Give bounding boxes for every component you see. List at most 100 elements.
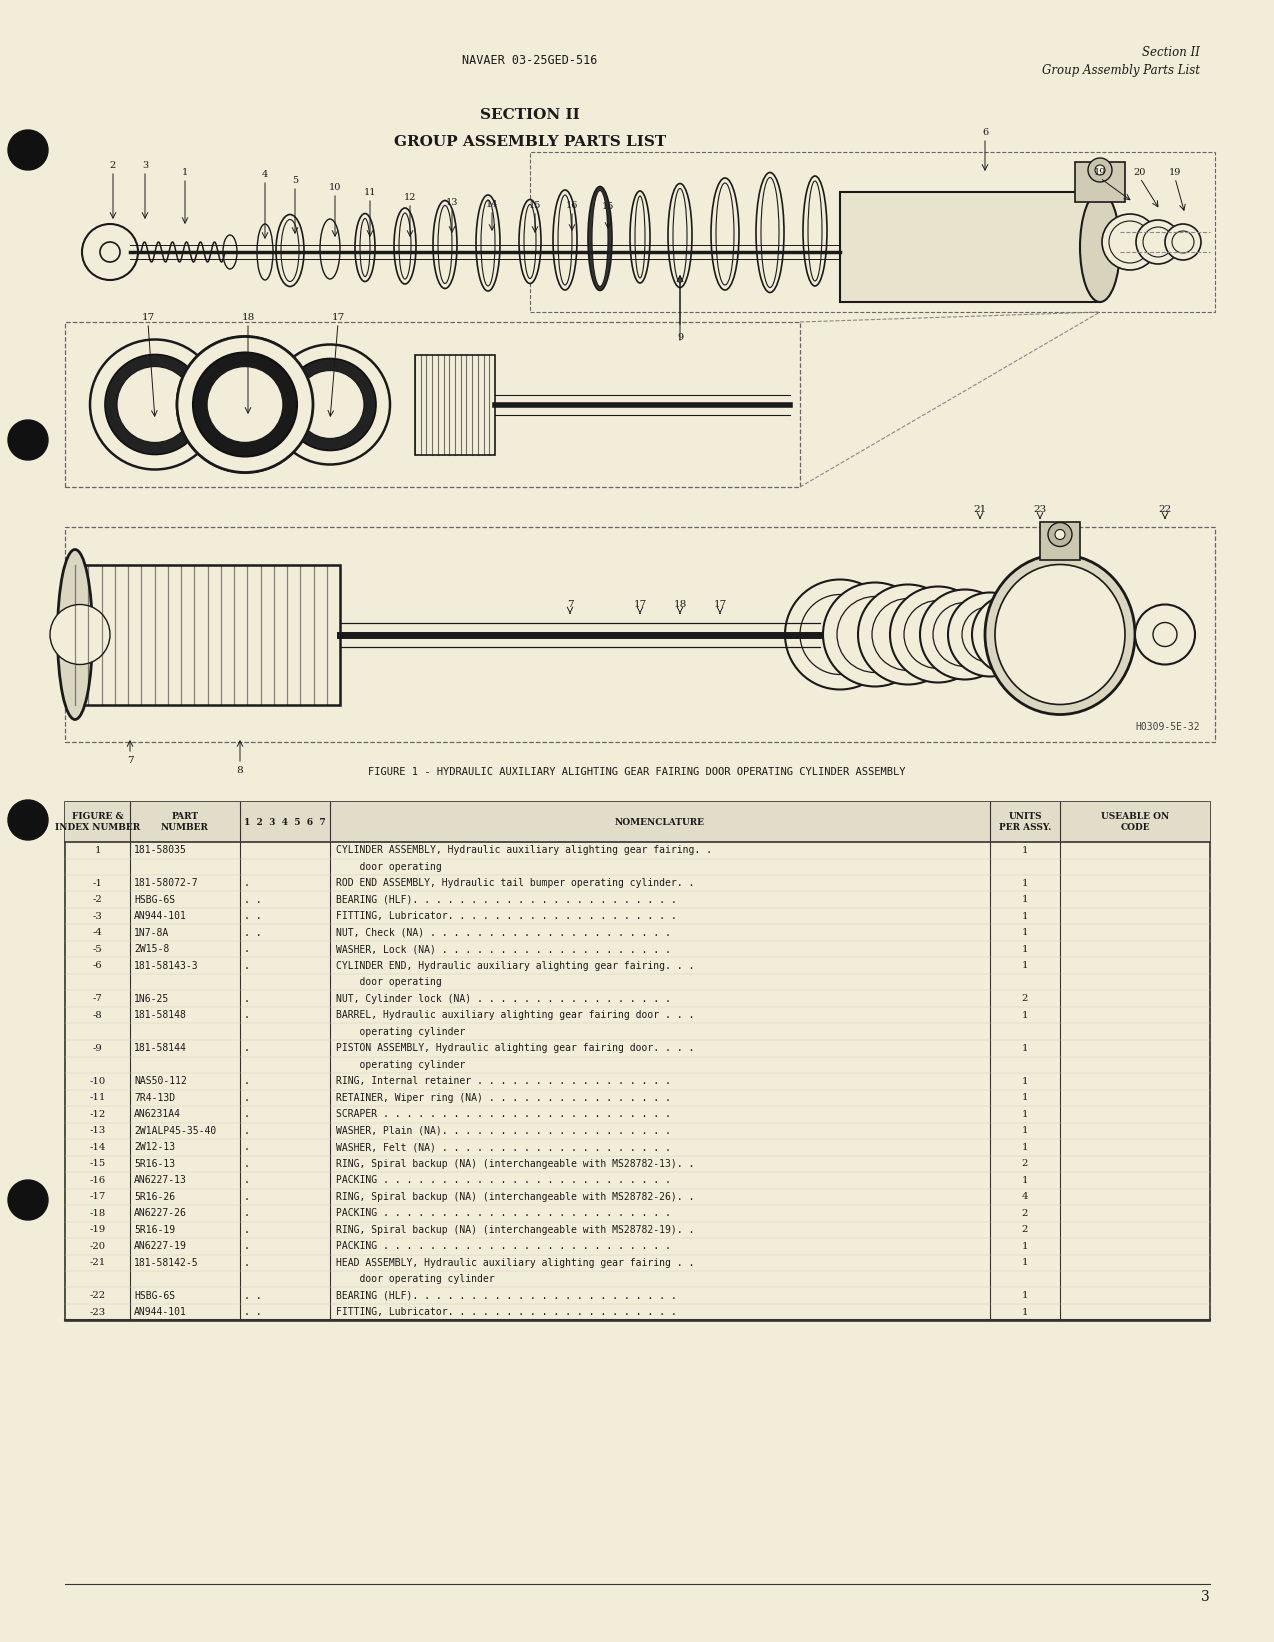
Text: 20: 20 (1134, 167, 1147, 176)
Text: WASHER, Plain (NA). . . . . . . . . . . . . . . . . . . .: WASHER, Plain (NA). . . . . . . . . . . … (336, 1126, 671, 1136)
Text: 1: 1 (1022, 1110, 1028, 1118)
Text: -3: -3 (93, 911, 102, 921)
Text: FITTING, Lubricator. . . . . . . . . . . . . . . . . . . .: FITTING, Lubricator. . . . . . . . . . .… (336, 1307, 676, 1317)
Circle shape (1136, 220, 1180, 264)
Text: operating cylinder: operating cylinder (336, 1059, 465, 1069)
Circle shape (871, 598, 944, 670)
Text: . .: . . (245, 911, 261, 921)
Bar (65, 801, 1210, 1320)
Text: WASHER, Felt (NA) . . . . . . . . . . . . . . . . . . . .: WASHER, Felt (NA) . . . . . . . . . . . … (336, 1143, 671, 1153)
Text: HEAD ASSEMBLY, Hydraulic auxiliary alighting gear fairing . .: HEAD ASSEMBLY, Hydraulic auxiliary aligh… (336, 1258, 694, 1268)
Text: .: . (245, 961, 250, 970)
Circle shape (177, 337, 313, 473)
Text: PACKING . . . . . . . . . . . . . . . . . . . . . . . . .: PACKING . . . . . . . . . . . . . . . . … (336, 1176, 671, 1186)
Text: -17: -17 (89, 1192, 106, 1202)
Text: 1N6-25: 1N6-25 (134, 993, 169, 1003)
Ellipse shape (711, 177, 739, 291)
Ellipse shape (808, 181, 822, 281)
Ellipse shape (438, 205, 452, 284)
Text: PACKING . . . . . . . . . . . . . . . . . . . . . . . . .: PACKING . . . . . . . . . . . . . . . . … (336, 1241, 671, 1251)
Circle shape (1164, 223, 1201, 259)
Circle shape (857, 585, 958, 685)
Text: . .: . . (245, 1291, 261, 1300)
Bar (65, 527, 1215, 742)
Text: UNITS
PER ASSY.: UNITS PER ASSY. (999, 813, 1051, 832)
Text: AN944-101: AN944-101 (134, 1307, 187, 1317)
Text: Group Assembly Parts List: Group Assembly Parts List (1042, 64, 1200, 77)
Text: 7: 7 (126, 755, 134, 765)
Text: .: . (245, 1126, 250, 1136)
Ellipse shape (276, 215, 304, 286)
Text: -15: -15 (89, 1159, 106, 1167)
Text: RING, Spiral backup (NA) (interchangeable with MS28782-13). .: RING, Spiral backup (NA) (interchangeabl… (336, 1159, 694, 1169)
Ellipse shape (761, 177, 778, 287)
Text: AN944-101: AN944-101 (134, 911, 187, 921)
Text: 1: 1 (1022, 1176, 1028, 1186)
Circle shape (1094, 164, 1105, 176)
Text: .: . (245, 944, 250, 954)
Text: -12: -12 (89, 1110, 106, 1118)
Circle shape (99, 241, 120, 263)
Circle shape (905, 601, 972, 668)
Text: 2: 2 (1022, 1225, 1028, 1235)
Circle shape (270, 345, 390, 465)
Text: 181-58148: 181-58148 (134, 1010, 187, 1020)
Text: RETAINER, Wiper ring (NA) . . . . . . . . . . . . . . . .: RETAINER, Wiper ring (NA) . . . . . . . … (336, 1092, 671, 1103)
Text: .: . (245, 1159, 250, 1169)
Ellipse shape (589, 187, 612, 291)
Text: NAVAER 03-25GED-516: NAVAER 03-25GED-516 (462, 54, 598, 66)
Text: RING, Spiral backup (NA) (interchangeable with MS28782-19). .: RING, Spiral backup (NA) (interchangeabl… (336, 1225, 694, 1235)
Text: Section II: Section II (1142, 46, 1200, 59)
Ellipse shape (592, 190, 608, 286)
Text: 1: 1 (1022, 1126, 1028, 1135)
Text: 5: 5 (292, 176, 298, 184)
Text: door operating: door operating (336, 862, 442, 872)
Text: -23: -23 (89, 1307, 106, 1317)
Text: 3: 3 (1201, 1589, 1210, 1604)
Text: 4: 4 (262, 169, 268, 179)
Text: -9: -9 (93, 1044, 102, 1053)
Ellipse shape (476, 195, 499, 291)
Circle shape (117, 366, 192, 442)
Ellipse shape (985, 555, 1135, 714)
Text: 21: 21 (973, 504, 986, 514)
Text: GROUP ASSEMBLY PARTS LIST: GROUP ASSEMBLY PARTS LIST (394, 135, 666, 149)
Bar (1040, 522, 1080, 560)
Text: 1: 1 (1022, 961, 1028, 970)
Text: door operating cylinder: door operating cylinder (336, 1274, 494, 1284)
Text: 1: 1 (1022, 1143, 1028, 1151)
Text: 2: 2 (1022, 995, 1028, 1003)
Ellipse shape (257, 223, 273, 281)
Text: 9: 9 (676, 332, 683, 342)
Circle shape (8, 420, 48, 460)
Text: 17: 17 (633, 599, 647, 609)
Bar (1075, 163, 1125, 202)
Text: 181-58035: 181-58035 (134, 846, 187, 855)
Text: 181-58072-7: 181-58072-7 (134, 878, 199, 888)
Text: 1: 1 (1022, 1077, 1028, 1085)
Text: 1N7-8A: 1N7-8A (134, 928, 169, 938)
Text: AN6227-26: AN6227-26 (134, 1209, 187, 1218)
Text: door operating: door operating (336, 977, 442, 987)
Text: -21: -21 (89, 1258, 106, 1268)
Bar (415, 355, 496, 455)
Text: BEARING (HLF). . . . . . . . . . . . . . . . . . . . . . .: BEARING (HLF). . . . . . . . . . . . . .… (336, 895, 676, 905)
Ellipse shape (631, 190, 650, 282)
Text: 1: 1 (1022, 944, 1028, 954)
Text: -14: -14 (89, 1143, 106, 1151)
Text: -7: -7 (93, 995, 102, 1003)
Circle shape (823, 583, 927, 686)
Text: .: . (245, 993, 250, 1003)
Ellipse shape (524, 205, 536, 279)
Text: SCRAPER . . . . . . . . . . . . . . . . . . . . . . . . .: SCRAPER . . . . . . . . . . . . . . . . … (336, 1110, 671, 1120)
Text: 18: 18 (674, 599, 687, 609)
Text: 1: 1 (1022, 928, 1028, 938)
Text: CYLINDER END, Hydraulic auxiliary alighting gear fairing. . .: CYLINDER END, Hydraulic auxiliary alight… (336, 961, 694, 970)
Ellipse shape (355, 213, 375, 281)
Text: 12: 12 (404, 192, 417, 202)
Text: 14: 14 (485, 199, 498, 209)
Text: .: . (245, 1225, 250, 1235)
Text: 1: 1 (1022, 1258, 1028, 1268)
Text: 1: 1 (1022, 1094, 1028, 1102)
Text: 11: 11 (364, 187, 376, 197)
